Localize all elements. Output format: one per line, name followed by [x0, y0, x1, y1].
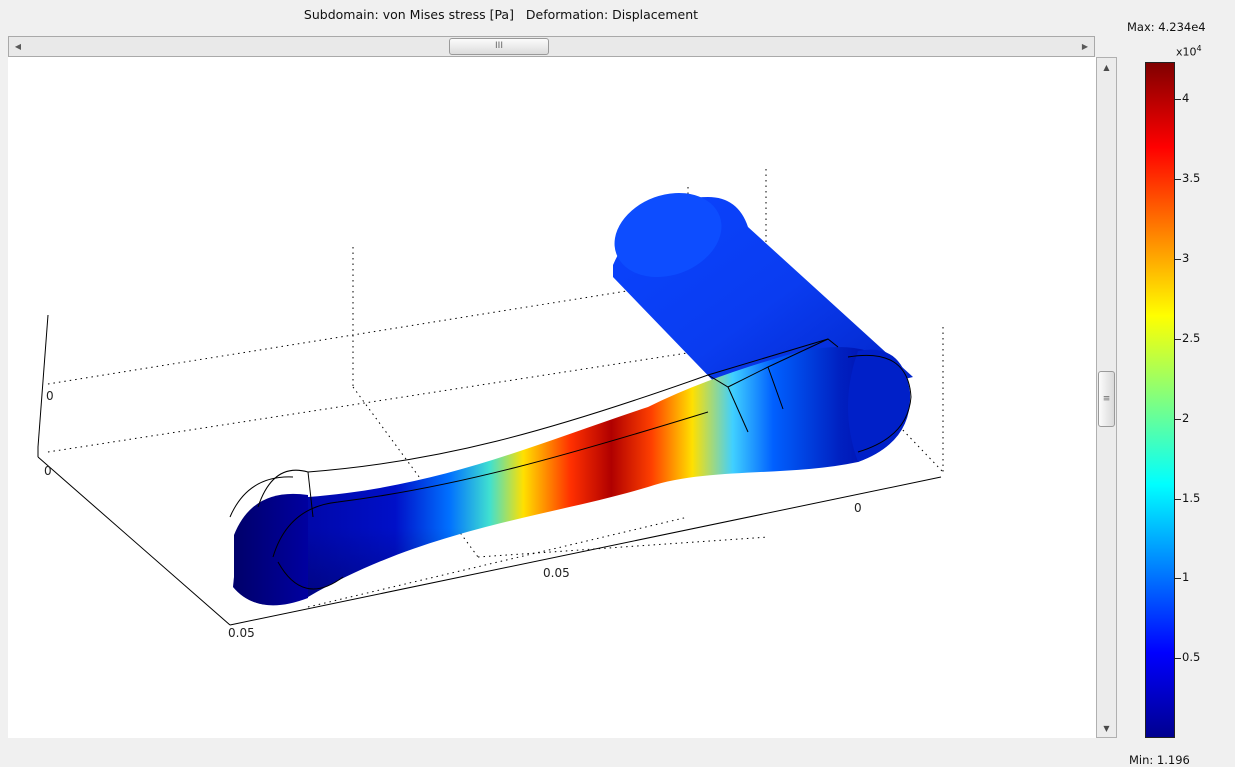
axis-label-y-left: 0 — [44, 464, 52, 478]
colorbar-tick — [1175, 339, 1181, 340]
axis-label-x-right: 0 — [854, 501, 862, 515]
vertical-scrollbar[interactable]: ▲ ≡ ▼ — [1096, 57, 1117, 738]
3d-plot-canvas[interactable]: 0 0 0.05 0.05 0 — [8, 57, 1096, 738]
colorbar-tick-label: 1 — [1182, 570, 1189, 584]
axis-label-z-top: 0 — [46, 389, 54, 403]
vertical-scroll-thumb[interactable]: ≡ — [1098, 371, 1115, 427]
colorbar-tick-label: 0.5 — [1182, 650, 1200, 664]
colorbar-tick-label: 3.5 — [1182, 171, 1200, 185]
horizontal-scrollbar[interactable]: ◀ III ▶ — [8, 36, 1095, 57]
legend-exponent-base: x10 — [1176, 46, 1197, 59]
colorbar-tick — [1175, 578, 1181, 579]
legend-min-label: Min: 1.196 — [1129, 753, 1190, 767]
colorbar-tick — [1175, 99, 1181, 100]
colorbar-tick — [1175, 658, 1181, 659]
colorbar-tick-label: 2 — [1182, 411, 1189, 425]
colorbar-tick — [1175, 499, 1181, 500]
colorbar-tick-label: 3 — [1182, 251, 1189, 265]
status-strip — [8, 738, 1117, 767]
colorbar-tick — [1175, 259, 1181, 260]
legend-exponent-power: 4 — [1197, 44, 1202, 53]
colorbar-tick-label: 1.5 — [1182, 491, 1200, 505]
colorbar-tick-label: 4 — [1182, 91, 1189, 105]
legend-max-label: Max: 4.234e4 — [1127, 20, 1206, 34]
colorbar-tick — [1175, 179, 1181, 180]
legend-exponent: x104 — [1176, 44, 1202, 59]
horizontal-scroll-thumb[interactable]: III — [449, 38, 549, 55]
colorbar-tick-label: 2.5 — [1182, 331, 1200, 345]
scroll-right-arrow-icon[interactable]: ▶ — [1076, 37, 1094, 56]
scroll-down-arrow-icon[interactable]: ▼ — [1097, 719, 1116, 737]
scroll-left-arrow-icon[interactable]: ◀ — [9, 37, 27, 56]
deformed-link-shape — [233, 347, 910, 605]
colorbar-tick — [1175, 419, 1181, 420]
plot-title: Subdomain: von Mises stress [Pa] Deforma… — [8, 0, 994, 32]
colorbar — [1145, 62, 1175, 738]
axis-label-y-corner: 0.05 — [228, 626, 255, 640]
axis-label-x-mid: 0.05 — [543, 566, 570, 580]
scroll-up-arrow-icon[interactable]: ▲ — [1097, 58, 1116, 76]
